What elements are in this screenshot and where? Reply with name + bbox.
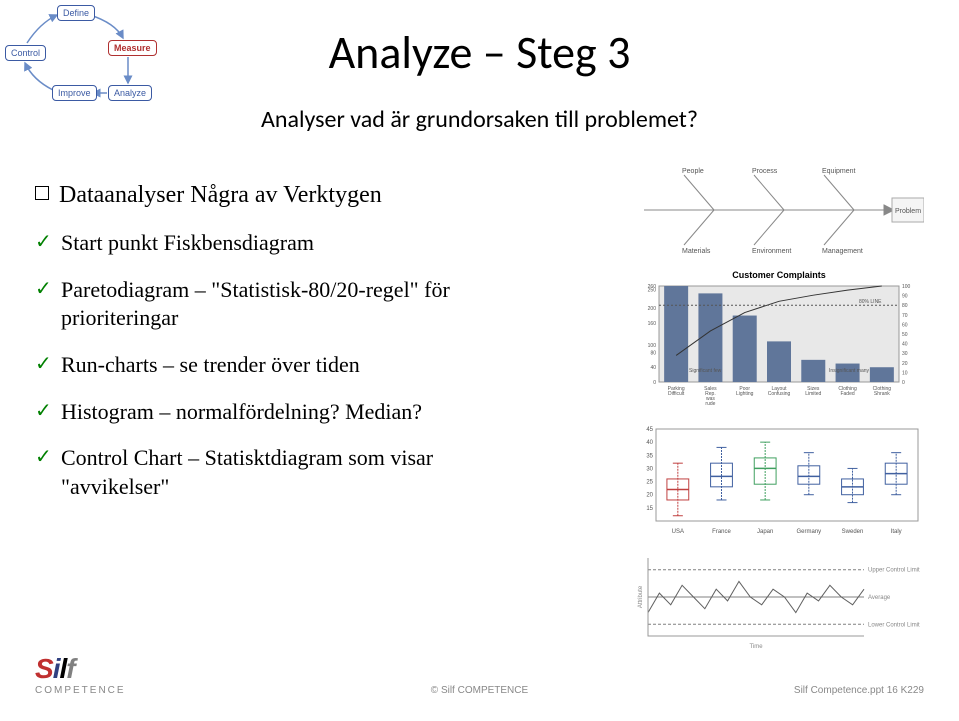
svg-text:France: France — [712, 529, 731, 535]
control-chart-diagram: Upper Control Limit Average Lower Control … — [634, 550, 924, 655]
dmaic-box-analyze: Analyze — [108, 85, 152, 101]
section-heading-row: Dataanalyser Några av Verktygen — [35, 180, 545, 211]
svg-text:25: 25 — [646, 480, 653, 486]
svg-text:0: 0 — [902, 380, 905, 386]
svg-text:40: 40 — [646, 440, 653, 446]
svg-text:40: 40 — [902, 342, 908, 348]
svg-text:80: 80 — [902, 303, 908, 309]
bullet-text: Control Chart – Statisktdiagram som visa… — [61, 444, 545, 501]
bullet-item: ✓ Start punkt Fiskbensdiagram — [35, 229, 545, 258]
svg-text:45: 45 — [646, 427, 653, 433]
svg-text:Attribute: Attribute — [638, 585, 644, 608]
check-icon: ✓ — [35, 444, 53, 470]
svg-text:20: 20 — [902, 361, 908, 367]
check-icon: ✓ — [35, 351, 53, 377]
square-bullet-icon — [35, 186, 49, 200]
check-icon: ✓ — [35, 229, 53, 255]
svg-text:20: 20 — [646, 493, 653, 499]
svg-text:Upper Control Limit: Upper Control Limit — [868, 568, 920, 574]
svg-text:Materials: Materials — [682, 248, 711, 255]
svg-text:160: 160 — [648, 321, 657, 327]
diagram-column: Problem People Process Equipment Materials E… — [634, 165, 924, 665]
svg-text:ClothingShrank: ClothingShrank — [873, 386, 892, 397]
dmaic-box-define: Define — [57, 5, 95, 21]
bullet-item: ✓ Control Chart – Statisktdiagram som vis… — [35, 444, 545, 501]
bullet-item: ✓ Paretodiagram – "Statistisk-80/20-regel… — [35, 276, 545, 333]
svg-text:PoorLighting: PoorLighting — [736, 386, 754, 397]
svg-text:SalesRep.wasrude: SalesRep.wasrude — [704, 386, 717, 407]
fishbone-diagram: Problem People Process Equipment Materials E… — [634, 165, 924, 260]
content-block: Dataanalyser Några av Verktygen ✓ Start p… — [35, 180, 545, 519]
svg-text:80% LINE: 80% LINE — [859, 299, 882, 305]
svg-text:Significant few: Significant few — [689, 368, 722, 374]
page-subtitle: Analyser vad är grundorsaken till proble… — [0, 105, 959, 134]
svg-text:LayoutConfusing: LayoutConfusing — [768, 386, 791, 397]
svg-text:ClothingFaded: ClothingFaded — [838, 386, 857, 397]
svg-text:100: 100 — [648, 343, 657, 349]
svg-text:Germany: Germany — [796, 529, 821, 535]
svg-text:Average: Average — [868, 595, 891, 601]
svg-text:70: 70 — [902, 313, 908, 319]
bullet-list: ✓ Start punkt Fiskbensdiagram ✓ Paretodiagr… — [35, 229, 545, 501]
page-title: Analyze – Steg 3 — [0, 25, 959, 81]
svg-text:90: 90 — [902, 294, 908, 300]
svg-text:SizesLimited: SizesLimited — [805, 386, 821, 397]
svg-text:50: 50 — [902, 332, 908, 338]
svg-text:40: 40 — [650, 365, 656, 371]
svg-text:10: 10 — [902, 370, 908, 376]
svg-text:30: 30 — [902, 351, 908, 357]
svg-text:Japan: Japan — [757, 529, 773, 535]
svg-text:260: 260 — [648, 284, 657, 290]
pareto-title: Customer Complaints — [634, 270, 924, 280]
bullet-text: Paretodiagram – "Statistisk-80/20-regel"… — [61, 276, 545, 333]
bullet-item: ✓ Run-charts – se trender över tiden — [35, 351, 545, 380]
svg-text:Lower Control Limit: Lower Control Limit — [868, 622, 920, 628]
bullet-text: Start punkt Fiskbensdiagram — [61, 229, 314, 258]
footer-right: Silf Competence.ppt 16 K229 — [794, 685, 924, 696]
svg-text:Sweden: Sweden — [842, 529, 864, 535]
fishbone-target: Problem — [895, 208, 921, 215]
check-icon: ✓ — [35, 276, 53, 302]
svg-text:30: 30 — [646, 466, 653, 472]
check-icon: ✓ — [35, 398, 53, 424]
svg-text:80: 80 — [650, 350, 656, 356]
svg-text:USA: USA — [672, 529, 684, 535]
svg-text:Time: Time — [749, 644, 763, 650]
svg-text:People: People — [682, 168, 704, 175]
bullet-text: Histogram – normalfördelning? Median? — [61, 398, 422, 427]
logo-letter: f — [66, 653, 74, 684]
svg-text:60: 60 — [902, 322, 908, 328]
svg-text:Insignificant many: Insignificant many — [829, 368, 870, 374]
svg-text:Management: Management — [822, 248, 863, 255]
bullet-item: ✓ Histogram – normalfördelning? Median? — [35, 398, 545, 427]
boxplot-diagram: 15 20 25 30 35 40 45 USA France Japan Germany Swede… — [634, 425, 924, 540]
bullet-text: Run-charts – se trender över tiden — [61, 351, 360, 380]
pareto-diagram: Customer Complaints 80% LINE Significant … — [634, 270, 924, 415]
svg-text:0: 0 — [653, 380, 656, 386]
svg-text:35: 35 — [646, 453, 653, 459]
section-heading-text: Dataanalyser Några av Verktygen — [59, 180, 382, 211]
svg-text:15: 15 — [646, 506, 653, 512]
dmaic-box-improve: Improve — [52, 85, 97, 101]
svg-text:100: 100 — [902, 284, 911, 290]
svg-text:ParkingDifficult: ParkingDifficult — [668, 386, 685, 397]
svg-text:Process: Process — [752, 168, 778, 175]
logo-letter: S — [35, 653, 53, 684]
svg-text:Italy: Italy — [891, 529, 902, 535]
svg-text:Equipment: Equipment — [822, 168, 856, 175]
svg-text:Environment: Environment — [752, 248, 791, 255]
svg-text:200: 200 — [648, 306, 657, 312]
